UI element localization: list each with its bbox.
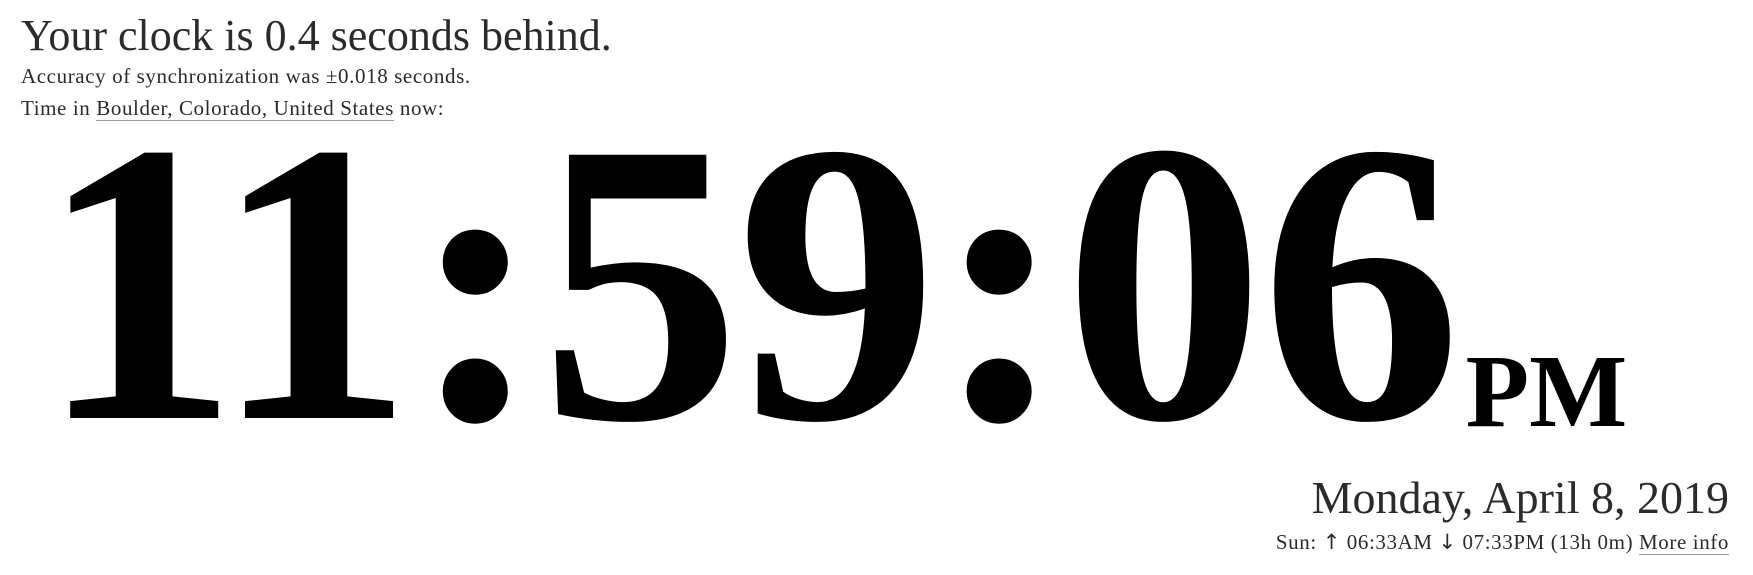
more-info-link[interactable]: More info (1639, 530, 1729, 555)
daylight-duration: (13h 0m) (1550, 530, 1634, 554)
sunrise-time: 06:33AM (1346, 530, 1433, 554)
location-line: Time in Boulder, Colorado, United States… (21, 94, 444, 122)
sun-label: Sun: (1275, 530, 1317, 554)
sun-info: Sun: ↑ 06:33AM ↓ 07:33PM (13h 0m) More i… (1276, 528, 1729, 556)
location-prefix: Time in (21, 96, 91, 120)
location-suffix: now: (399, 96, 445, 120)
clock-ampm: PM (1465, 334, 1628, 449)
sunset-arrow-icon: ↓ (1438, 530, 1457, 554)
clock-display: 11:59:06PM (38, 60, 1628, 505)
clock-time: 11:59:06 (38, 60, 1462, 505)
clock-offset-headline: Your clock is 0.4 seconds behind. (21, 11, 612, 60)
location-link[interactable]: Boulder, Colorado, United States (96, 96, 394, 121)
sunrise-arrow-icon: ↑ (1322, 530, 1341, 554)
sync-accuracy-text: Accuracy of synchronization was ±0.018 s… (21, 64, 471, 88)
current-date: Monday, April 8, 2019 (1311, 472, 1729, 523)
sunset-time: 07:33PM (1462, 530, 1545, 554)
